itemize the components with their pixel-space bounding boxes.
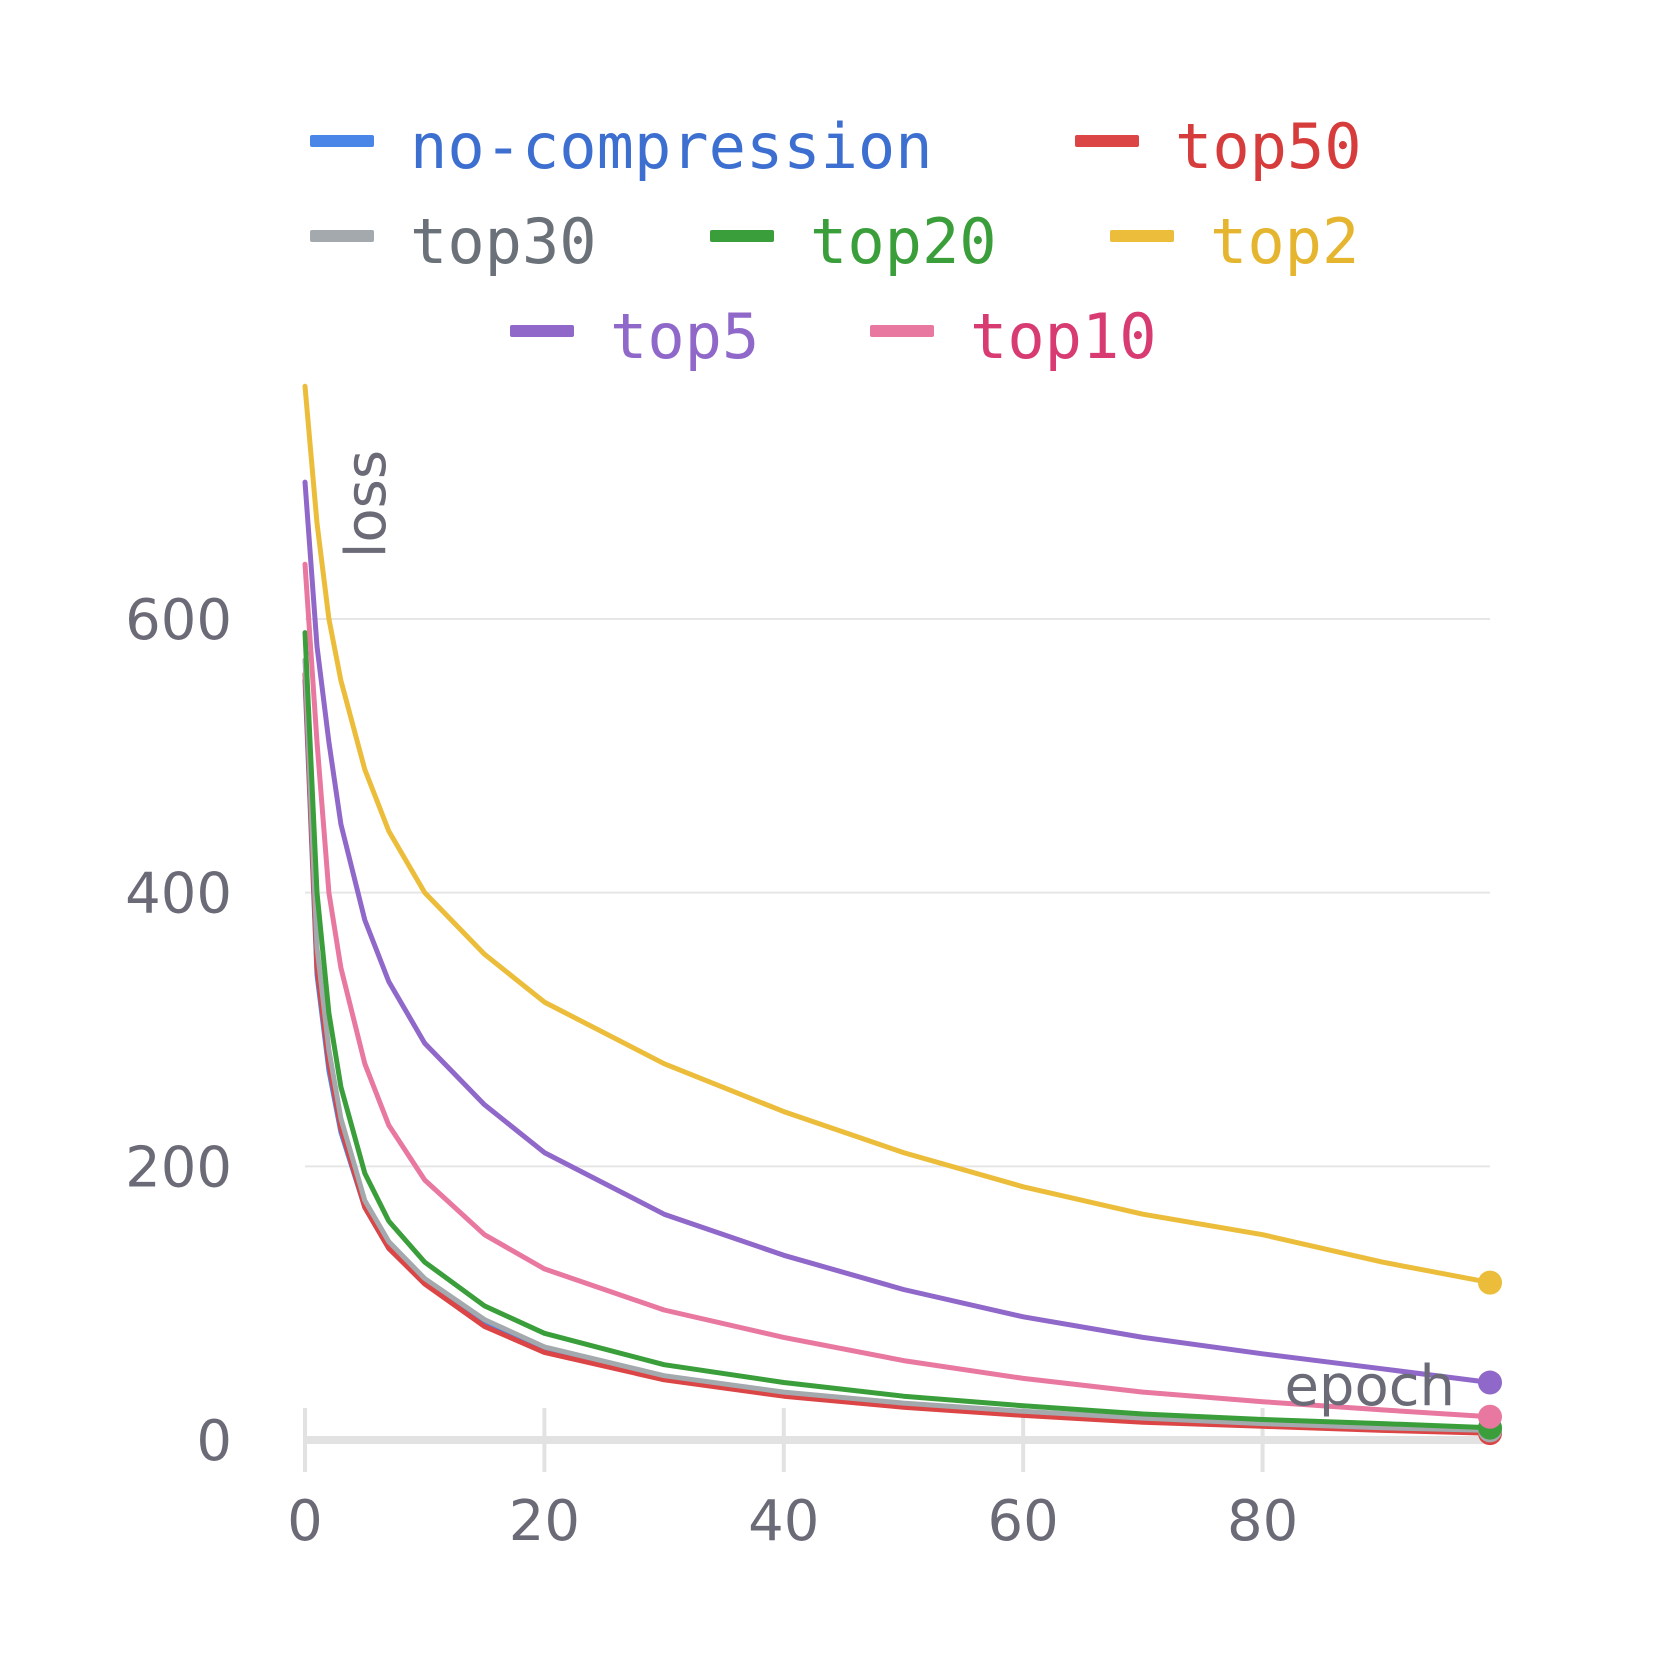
y-tick-label: 200 — [125, 1135, 232, 1200]
legend-swatch — [1075, 135, 1139, 147]
y-tick-label: 0 — [196, 1409, 232, 1474]
legend-item-top5[interactable]: top5 — [510, 300, 759, 373]
legend-item-top10[interactable]: top10 — [870, 300, 1157, 373]
series-endpoint-top10 — [1478, 1404, 1502, 1429]
legend-swatch — [310, 230, 374, 242]
y-axis-ticks: 0 200 400 600 — [125, 588, 232, 1474]
legend-label: top2 — [1210, 205, 1359, 278]
legend-label: top30 — [410, 205, 597, 278]
series-endpoints — [1478, 1270, 1502, 1446]
y-axis-title: loss — [334, 450, 399, 558]
y-tick-label: 600 — [125, 588, 232, 653]
x-tick-label: 0 — [287, 1489, 323, 1554]
series-endpoint-top2 — [1478, 1270, 1502, 1295]
x-axis: 0 20 40 60 80 — [287, 1408, 1490, 1554]
legend-item-top2[interactable]: top2 — [1110, 205, 1359, 278]
series-line-top2 — [302, 383, 1493, 1286]
series-endpoint-top5 — [1478, 1370, 1502, 1395]
legend-item-top20[interactable]: top20 — [710, 205, 997, 278]
x-tick-label: 60 — [988, 1489, 1059, 1554]
legend-label: top50 — [1175, 110, 1362, 183]
series-line-top30 — [302, 657, 1493, 1433]
legend-swatch — [510, 325, 574, 337]
legend-label: top20 — [810, 205, 997, 278]
series-line-top5 — [302, 479, 1493, 1385]
series-line-top10 — [302, 561, 1493, 1420]
legend-swatch — [870, 325, 934, 337]
legend-item-top30[interactable]: top30 — [310, 205, 597, 278]
legend-swatch — [710, 230, 774, 242]
legend-label: top5 — [610, 300, 759, 373]
legend-item-no-compression[interactable]: no-compression — [310, 110, 933, 183]
legend-label: top10 — [970, 300, 1157, 373]
legend-swatch — [1110, 230, 1174, 242]
legend-item-top50[interactable]: top50 — [1075, 110, 1362, 183]
legend-label: no-compression — [410, 110, 933, 183]
y-tick-label: 400 — [125, 862, 232, 927]
series-lines — [302, 383, 1493, 1436]
legend-swatch — [310, 135, 374, 147]
series-line-top20 — [302, 630, 1493, 1431]
x-tick-label: 20 — [509, 1489, 580, 1554]
legend: no-compression top50 top30 top20 top2 top5 top… — [310, 110, 1362, 373]
x-tick-label: 80 — [1227, 1489, 1298, 1554]
x-tick-label: 40 — [748, 1489, 819, 1554]
x-axis-title: epoch — [1284, 1354, 1455, 1419]
grid-lines — [305, 617, 1490, 1168]
